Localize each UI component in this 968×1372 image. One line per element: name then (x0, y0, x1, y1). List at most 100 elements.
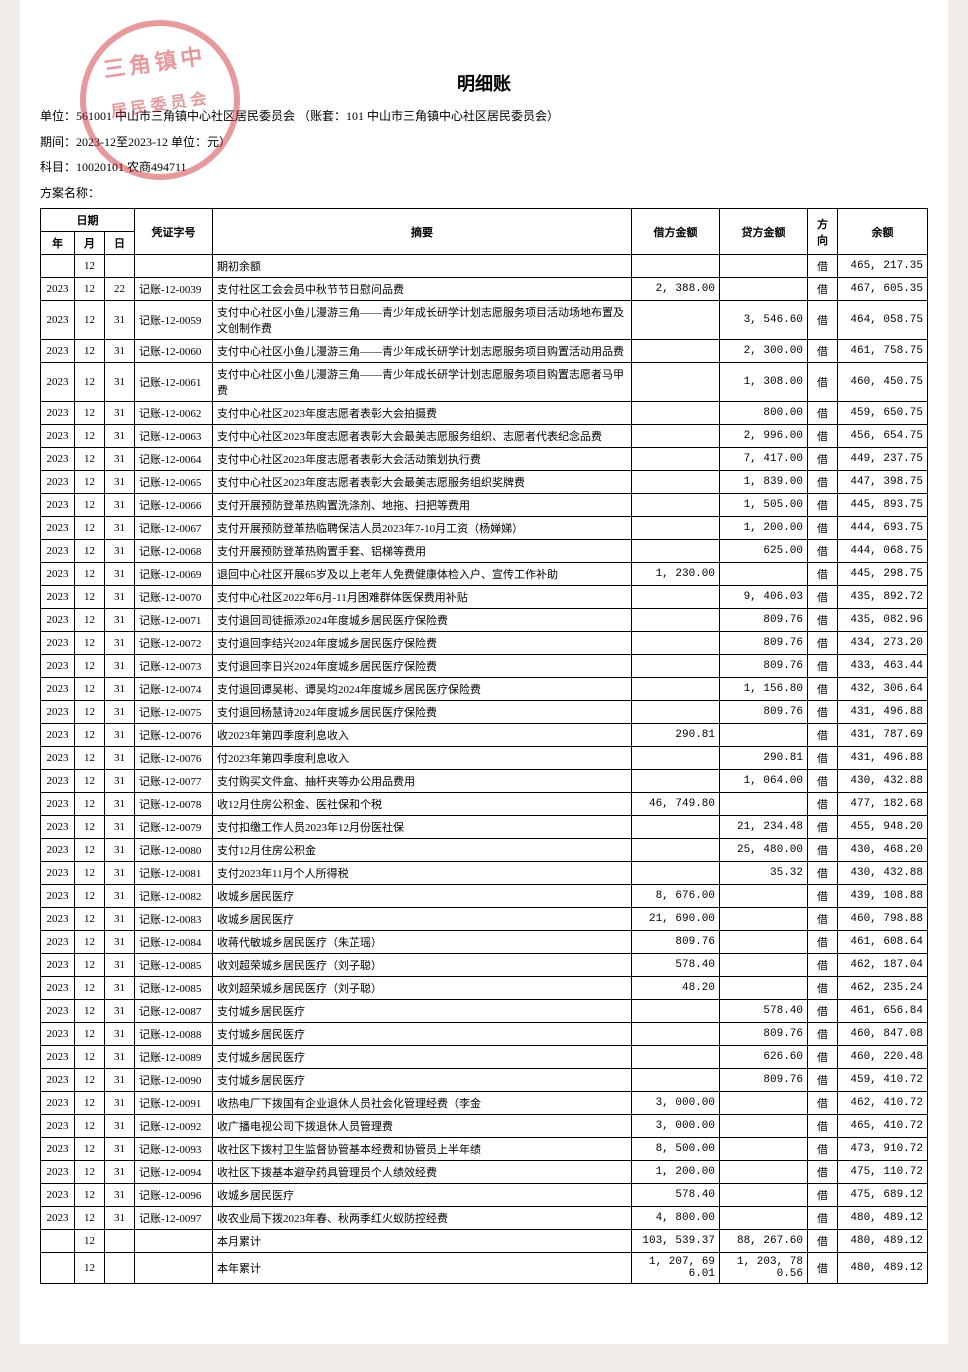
cell-credit: 1, 308.00 (720, 363, 808, 402)
cell-voucher: 记账-12-0085 (135, 954, 213, 977)
cell-day: 31 (105, 1046, 135, 1069)
cell-summary: 支付2023年11月个人所得税 (213, 862, 632, 885)
cell-voucher: 记账-12-0088 (135, 1023, 213, 1046)
cell-year: 2023 (41, 1138, 75, 1161)
table-row: 12本年累计1, 207, 696.011, 203, 780.56借480, … (41, 1253, 928, 1284)
cell-debit (632, 517, 720, 540)
cell-dir: 借 (808, 1184, 838, 1207)
cell-credit (720, 1184, 808, 1207)
table-row: 12本月累计103, 539.3788, 267.60借480, 489.12 (41, 1230, 928, 1253)
th-balance: 余额 (838, 209, 928, 255)
cell-voucher: 记账-12-0063 (135, 425, 213, 448)
cell-voucher: 记账-12-0039 (135, 278, 213, 301)
cell-year: 2023 (41, 609, 75, 632)
cell-balance: 462, 187.04 (838, 954, 928, 977)
cell-summary: 支付扣缴工作人员2023年12月份医社保 (213, 816, 632, 839)
cell-summary: 支付社区工会会员中秋节节日慰问品费 (213, 278, 632, 301)
cell-credit (720, 954, 808, 977)
cell-debit (632, 678, 720, 701)
cell-voucher: 记账-12-0076 (135, 724, 213, 747)
cell-dir: 借 (808, 1092, 838, 1115)
cell-summary: 支付城乡居民医疗 (213, 1000, 632, 1023)
cell-balance: 447, 398.75 (838, 471, 928, 494)
cell-credit: 809.76 (720, 1069, 808, 1092)
table-row: 20231231记账-12-0091收热电厂下拨国有企业退休人员社会化管理经费（… (41, 1092, 928, 1115)
ledger-page: 三角镇中 居民委员会 明细账 单位：561001 中山市三角镇中心社区居民委员会… (20, 0, 948, 1344)
cell-voucher: 记账-12-0087 (135, 1000, 213, 1023)
cell-summary: 支付开展预防登革热临聘保洁人员2023年7-10月工资（杨婵娣） (213, 517, 632, 540)
cell-dir: 借 (808, 816, 838, 839)
cell-dir: 借 (808, 655, 838, 678)
cell-summary: 收刘超荣城乡居民医疗（刘子聪） (213, 954, 632, 977)
cell-balance: 467, 605.35 (838, 278, 928, 301)
table-row: 20231231记账-12-0075支付退回杨慧诗2024年度城乡居民医疗保险费… (41, 701, 928, 724)
cell-debit: 578.40 (632, 954, 720, 977)
cell-dir: 借 (808, 363, 838, 402)
table-row: 20231231记账-12-0065支付中心社区2023年度志愿者表彰大会最美志… (41, 471, 928, 494)
cell-voucher: 记账-12-0079 (135, 816, 213, 839)
cell-dir: 借 (808, 793, 838, 816)
cell-dir: 借 (808, 701, 838, 724)
cell-balance: 459, 650.75 (838, 402, 928, 425)
cell-day: 31 (105, 301, 135, 340)
table-row: 20231222记账-12-0039支付社区工会会员中秋节节日慰问品费2, 38… (41, 278, 928, 301)
th-month: 月 (75, 232, 105, 255)
cell-day: 31 (105, 425, 135, 448)
cell-dir: 借 (808, 563, 838, 586)
cell-day: 31 (105, 1207, 135, 1230)
cell-debit (632, 770, 720, 793)
cell-dir: 借 (808, 1023, 838, 1046)
cell-month: 12 (75, 609, 105, 632)
cell-month: 12 (75, 1138, 105, 1161)
cell-debit: 809.76 (632, 931, 720, 954)
cell-balance: 445, 893.75 (838, 494, 928, 517)
cell-month: 12 (75, 1023, 105, 1046)
cell-month: 12 (75, 1207, 105, 1230)
cell-summary: 支付城乡居民医疗 (213, 1023, 632, 1046)
cell-voucher: 记账-12-0068 (135, 540, 213, 563)
cell-voucher: 记账-12-0093 (135, 1138, 213, 1161)
cell-summary: 支付12月住房公积金 (213, 839, 632, 862)
cell-voucher: 记账-12-0062 (135, 402, 213, 425)
cell-voucher: 记账-12-0074 (135, 678, 213, 701)
cell-balance: 435, 892.72 (838, 586, 928, 609)
cell-voucher: 记账-12-0096 (135, 1184, 213, 1207)
cell-year: 2023 (41, 1115, 75, 1138)
cell-balance: 477, 182.68 (838, 793, 928, 816)
cell-month: 12 (75, 632, 105, 655)
cell-summary: 收热电厂下拨国有企业退休人员社会化管理经费（李金 (213, 1092, 632, 1115)
table-row: 20231231记账-12-0074支付退回谭吴彬、谭吴均2024年度城乡居民医… (41, 678, 928, 701)
cell-year: 2023 (41, 1023, 75, 1046)
cell-debit: 1, 200.00 (632, 1161, 720, 1184)
cell-year: 2023 (41, 678, 75, 701)
cell-month: 12 (75, 1092, 105, 1115)
cell-day: 31 (105, 1138, 135, 1161)
table-row: 20231231记账-12-0084收蒋代敏城乡居民医疗（朱芷瑶）809.76借… (41, 931, 928, 954)
cell-dir: 借 (808, 1115, 838, 1138)
cell-voucher (135, 1253, 213, 1284)
cell-voucher: 记账-12-0092 (135, 1115, 213, 1138)
table-row: 20231231记账-12-0093收社区下拨村卫生监督协管基本经费和协管员上半… (41, 1138, 928, 1161)
cell-month: 12 (75, 448, 105, 471)
cell-month: 12 (75, 977, 105, 1000)
cell-day: 31 (105, 862, 135, 885)
table-row: 20231231记账-12-0070支付中心社区2022年6月-11月困难群体医… (41, 586, 928, 609)
cell-voucher: 记账-12-0097 (135, 1207, 213, 1230)
cell-voucher: 记账-12-0091 (135, 1092, 213, 1115)
cell-balance: 461, 608.64 (838, 931, 928, 954)
cell-balance: 480, 489.12 (838, 1253, 928, 1284)
cell-credit (720, 1092, 808, 1115)
cell-day: 31 (105, 793, 135, 816)
cell-balance: 444, 068.75 (838, 540, 928, 563)
cell-summary: 退回中心社区开展65岁及以上老年人免费健康体检入户、宣传工作补助 (213, 563, 632, 586)
cell-year: 2023 (41, 701, 75, 724)
table-row: 20231231记账-12-0076付2023年第四季度利息收入290.81借4… (41, 747, 928, 770)
cell-day: 31 (105, 839, 135, 862)
cell-summary: 支付中心社区2023年度志愿者表彰大会最美志愿服务组织、志愿者代表纪念品费 (213, 425, 632, 448)
cell-debit (632, 839, 720, 862)
cell-dir: 借 (808, 954, 838, 977)
cell-dir: 借 (808, 255, 838, 278)
cell-month: 12 (75, 1253, 105, 1284)
cell-year: 2023 (41, 862, 75, 885)
cell-summary: 支付中心社区2022年6月-11月困难群体医保费用补贴 (213, 586, 632, 609)
